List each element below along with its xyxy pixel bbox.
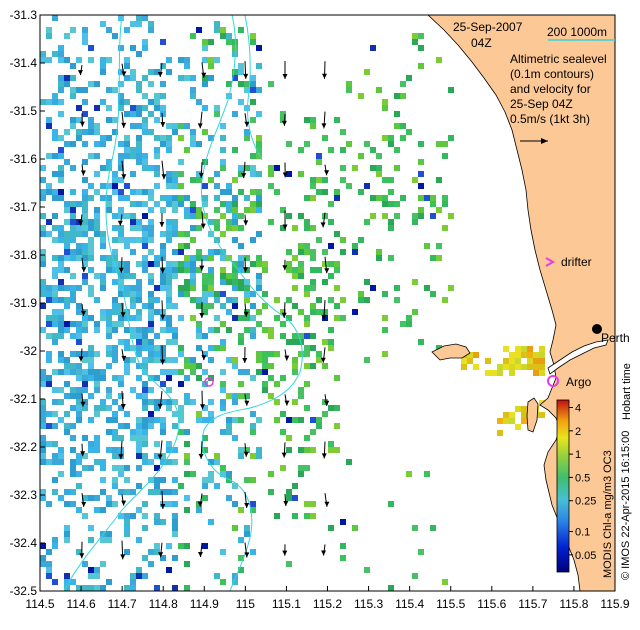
map-date: 25-Sep-2007 xyxy=(453,20,523,34)
x-tick-label: 115.2 xyxy=(313,597,342,611)
y-tick-label: -32.4 xyxy=(10,536,38,550)
y-tick-label: -32 xyxy=(20,344,38,358)
y-tick-label: -31.5 xyxy=(10,104,38,118)
chlorophyll-pixels xyxy=(40,15,545,591)
perth-marker: Perth xyxy=(592,324,630,345)
description-line: Altimetric sealevel xyxy=(510,52,607,66)
y-tick-label: -31.9 xyxy=(10,296,38,310)
x-tick-label: 115.8 xyxy=(559,597,588,611)
x-tick-label: 115.7 xyxy=(518,597,547,611)
y-tick-label: -31.4 xyxy=(10,56,38,70)
x-tick-label: 114.5 xyxy=(25,597,54,611)
x-tick-label: 115.9 xyxy=(600,597,629,611)
x-tick-label: 114.9 xyxy=(190,597,219,611)
x-tick-label: 114.6 xyxy=(67,597,96,611)
velocity-scale-arrow xyxy=(520,138,548,144)
description-line: and velocity for xyxy=(510,82,591,96)
x-tick-label: 115.5 xyxy=(436,597,465,611)
description-line: 25-Sep 04Z xyxy=(510,97,573,111)
isobath-1000m xyxy=(63,15,180,591)
svg-text:drifter: drifter xyxy=(561,255,592,269)
x-tick-label: 115.6 xyxy=(477,597,506,611)
float-marker xyxy=(204,377,214,387)
svg-text:Perth: Perth xyxy=(601,331,630,345)
colorbar-tick-label: 0.25 xyxy=(575,496,596,508)
colorbar-tick-label: 1 xyxy=(575,449,581,461)
x-axis: 114.5 114.6 114.7 114.8 114.9 115 115.1 115.2 11… xyxy=(25,586,630,611)
colorbar-tick-label: 4 xyxy=(575,403,581,415)
y-tick-label: -32.1 xyxy=(10,392,38,406)
description-line: 0.5m/s (1kt 3h) xyxy=(510,112,590,126)
colorbar-tick-label: 0.5 xyxy=(575,472,590,484)
altimetry-description: Altimetric sealevel (0.1m contours) and … xyxy=(510,52,607,126)
y-axis: -31.3 -31.4 -31.5 -31.6 -31.7 -31.8 -31.9 -32 -3… xyxy=(10,8,45,598)
velocity-arrows xyxy=(77,61,330,560)
isobath-200m xyxy=(200,15,303,591)
y-tick-label: -32.2 xyxy=(10,440,38,454)
swan-river xyxy=(547,339,609,375)
colorbar-title: MODIS Chl-a mg/m3 OC3 xyxy=(602,450,614,578)
x-tick-label: 114.7 xyxy=(108,597,137,611)
map-time: 04Z xyxy=(471,36,492,50)
y-tick-label: -31.7 xyxy=(10,200,38,214)
colorbar-tick-label: 0.1 xyxy=(575,527,590,539)
argo-marker: Argo xyxy=(547,375,592,389)
x-tick-label: 114.8 xyxy=(149,597,178,611)
y-tick-label: -31.6 xyxy=(10,152,38,166)
y-tick-label: -31.8 xyxy=(10,248,38,262)
y-tick-label: -32.5 xyxy=(10,584,38,598)
colorbar-tick-label: 0.05 xyxy=(575,550,596,562)
x-tick-label: 115.3 xyxy=(354,597,383,611)
isobath-200m-north xyxy=(244,15,263,161)
credit-text: © IMOS 22-Apr-2015 16:15:00 xyxy=(620,431,632,580)
isobath-legend-label: 200 1000m xyxy=(547,25,607,39)
x-tick-label: 115 xyxy=(236,597,255,611)
description-line: (0.1m contours) xyxy=(510,67,594,81)
rottnest-island xyxy=(431,343,471,361)
drifter-marker: drifter xyxy=(545,255,592,269)
colorbar xyxy=(556,399,570,573)
garden-island xyxy=(526,397,539,433)
x-tick-label: 115.4 xyxy=(395,597,424,611)
svg-text:Argo: Argo xyxy=(566,375,592,389)
x-tick-label: 115.1 xyxy=(272,597,301,611)
colorbar-ticks: 0.05 0.1 0.25 0.5 1 2 4 xyxy=(569,403,596,562)
y-tick-label: -31.3 xyxy=(10,8,38,22)
y-tick-label: -32.3 xyxy=(10,488,38,502)
hobart-time-label: Hobart time xyxy=(621,363,633,420)
colorbar-tick-label: 2 xyxy=(575,426,581,438)
